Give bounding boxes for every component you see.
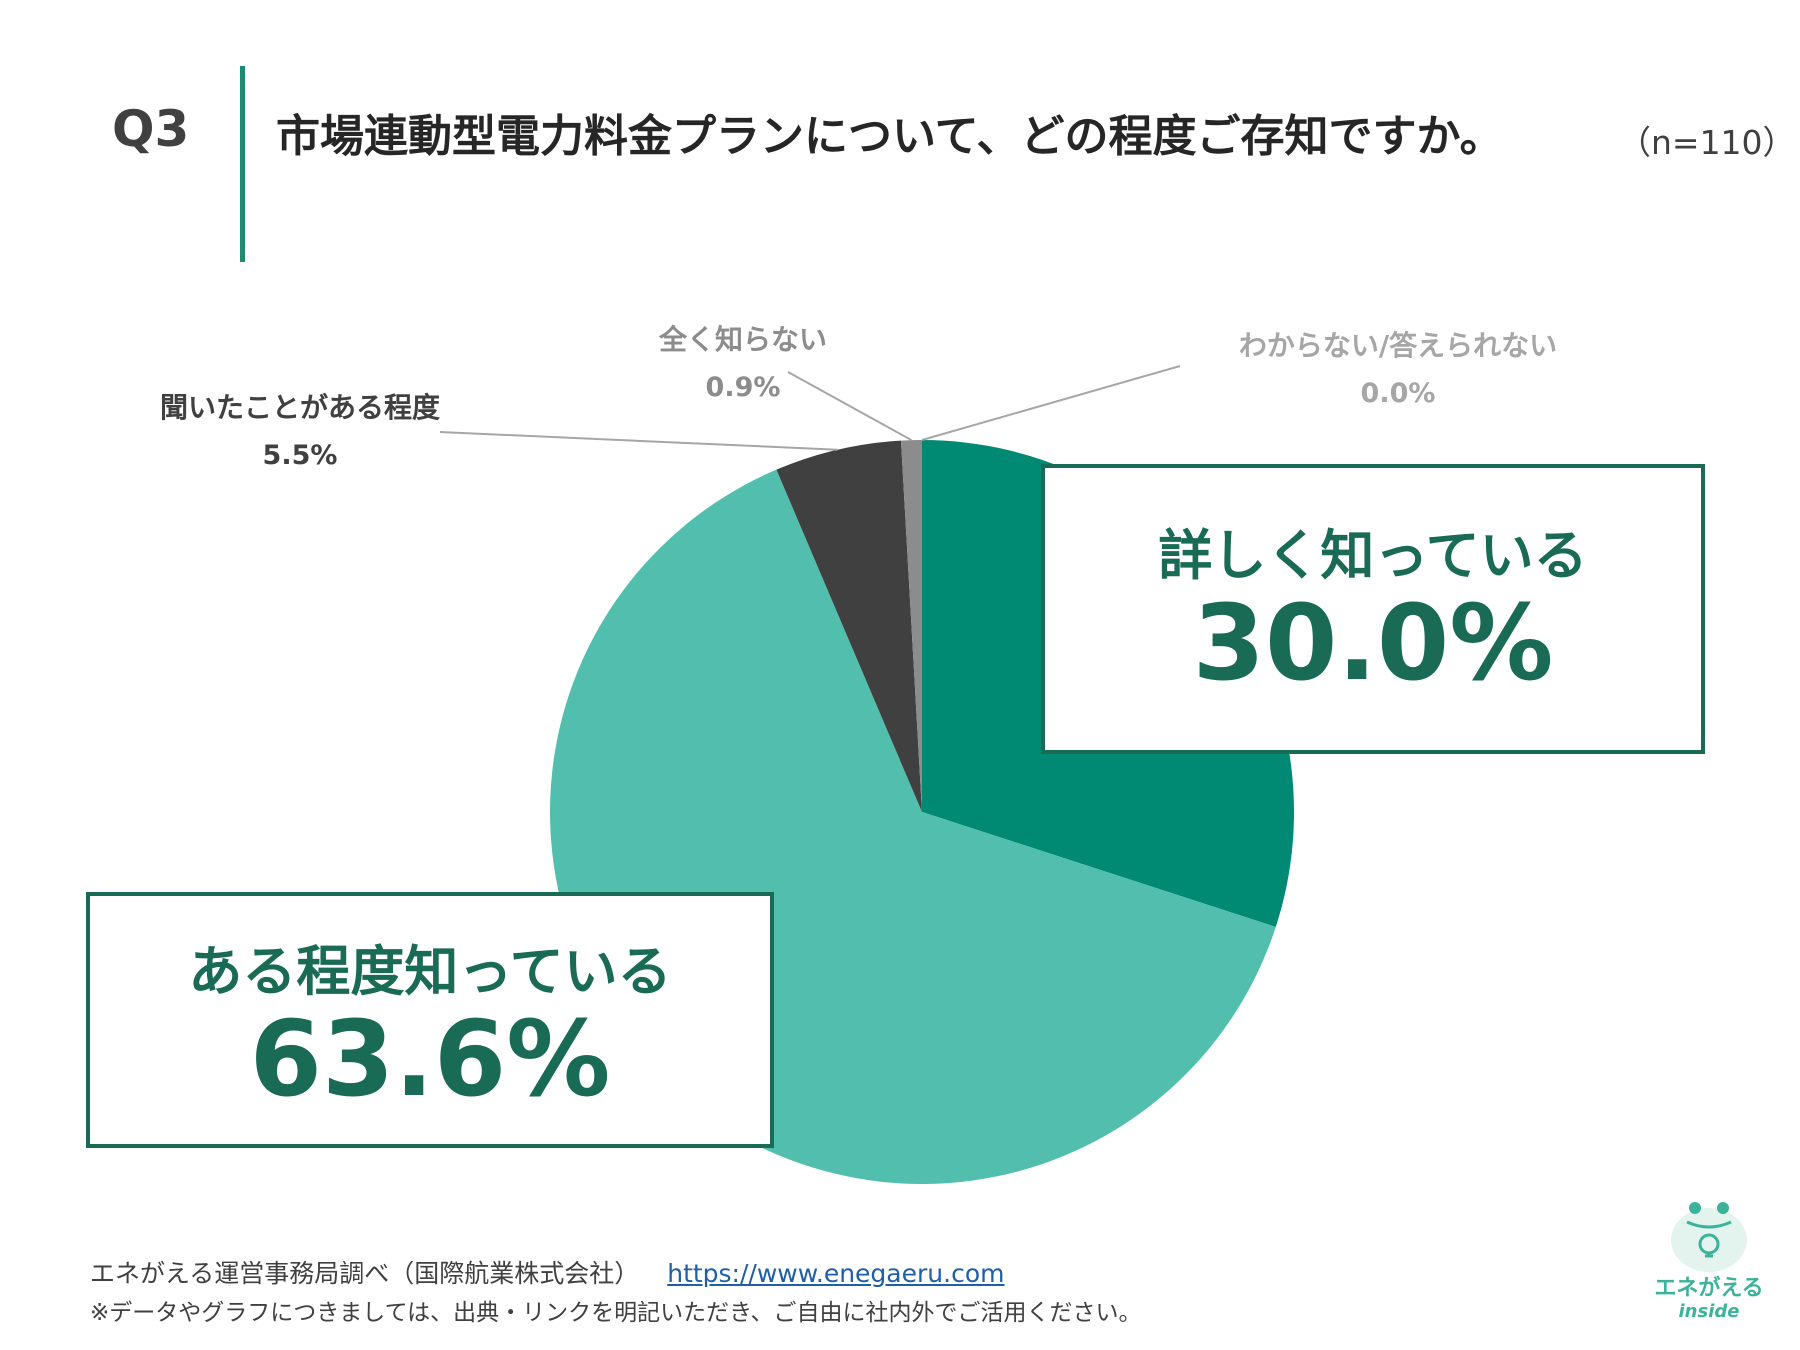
value-label: 0.0% [1360, 378, 1436, 409]
usage-note: ※データやグラフにつきましては、出典・リンクを明記いただき、ご自由に社内外でご活… [90, 1300, 1142, 1326]
source-link[interactable]: https://www.enegaeru.com [667, 1259, 1005, 1288]
title-divider [240, 66, 245, 262]
category-label: 全く知らない [658, 323, 828, 356]
slice-heard-of [776, 440, 922, 812]
category-label: 詳しく知っている [1158, 524, 1588, 587]
sample-size: （n=110） [1618, 123, 1796, 162]
value-label: 63.6% [249, 998, 611, 1120]
slice-not-at-all [900, 440, 922, 812]
callout-heard-of: 聞いたことがある程度 5.5% [160, 388, 440, 476]
value-label: 5.5% [262, 440, 338, 471]
callout-know-in-detail: 詳しく知っている 30.0% [1041, 464, 1705, 754]
brand-logo: エネがえる inside [1634, 1192, 1784, 1342]
category-label: ある程度知っている [188, 940, 672, 1003]
callout-not-at-all: 全く知らない 0.9% [659, 320, 827, 408]
source-credit: エネがえる運営事務局調べ（国際航業株式会社） https://www.enega… [90, 1254, 1004, 1290]
leader-heard-of [439, 431, 838, 451]
category-label: 聞いたことがある程度 [159, 391, 441, 424]
logo-name: エネがえる [1654, 1276, 1764, 1301]
source-text: エネがえる運営事務局調べ（国際航業株式会社） [90, 1259, 640, 1288]
logo-sub: inside [1678, 1301, 1740, 1322]
callout-know-somewhat: ある程度知っている 63.6% [86, 892, 774, 1148]
leader-not-at-all [787, 371, 912, 442]
frog-bulb-icon [1671, 1202, 1747, 1272]
question-title: 市場連動型電力料金プランについて、どの程度ご存知ですか。 [276, 111, 1504, 162]
leader-dont-know [921, 365, 1181, 441]
value-label: 0.9% [705, 372, 781, 403]
question-number: Q3 [112, 100, 190, 158]
value-label: 30.0% [1192, 582, 1554, 704]
leader-lines [439, 365, 1181, 451]
category-label: わからない/答えられない [1238, 329, 1558, 362]
callout-dont-know: わからない/答えられない 0.0% [1239, 326, 1557, 414]
